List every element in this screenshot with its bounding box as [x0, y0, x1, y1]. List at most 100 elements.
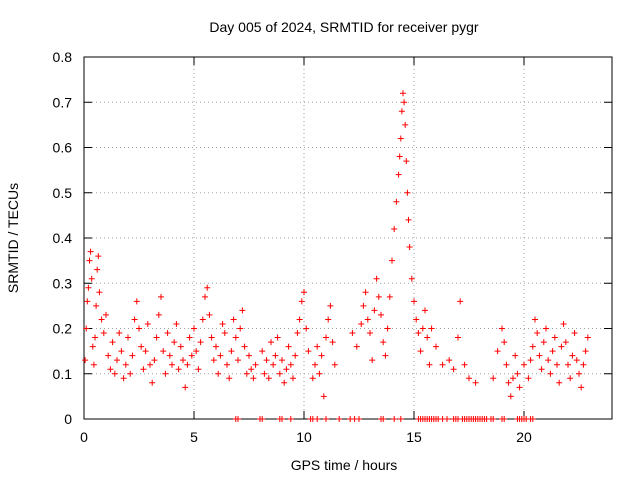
data-point — [151, 357, 158, 364]
data-point — [571, 330, 578, 337]
data-point — [428, 325, 435, 332]
data-point — [380, 339, 387, 346]
data-point — [404, 189, 411, 196]
data-point — [411, 298, 417, 305]
data-point — [248, 366, 255, 373]
data-point — [162, 370, 169, 377]
data-point — [272, 352, 279, 359]
data-point — [95, 253, 102, 260]
data-point — [419, 325, 426, 332]
data-point — [232, 334, 239, 341]
data-point — [133, 298, 140, 305]
data-point — [100, 330, 107, 337]
data-point — [424, 334, 431, 341]
data-point — [184, 361, 191, 368]
data-point — [166, 352, 173, 359]
data-point — [516, 384, 523, 391]
data-point — [417, 348, 424, 355]
data-point — [301, 289, 307, 296]
data-point — [569, 352, 576, 359]
data-point — [206, 311, 213, 318]
data-point — [312, 361, 318, 368]
data-point — [208, 334, 215, 341]
data-point — [120, 375, 127, 382]
y-tick-label: 0.7 — [53, 94, 73, 110]
data-point — [384, 325, 391, 332]
data-point — [396, 153, 403, 160]
data-point — [545, 357, 552, 364]
data-point — [96, 289, 103, 296]
data-point — [309, 375, 316, 382]
data-point — [549, 348, 556, 355]
y-tick-label: 0 — [64, 411, 72, 427]
data-point — [129, 352, 136, 359]
data-point — [105, 352, 112, 359]
data-point — [136, 325, 142, 332]
data-point — [259, 348, 266, 355]
data-point — [276, 370, 283, 377]
data-point — [356, 416, 362, 422]
data-point — [369, 357, 376, 364]
data-point — [235, 357, 241, 364]
data-point — [551, 334, 558, 341]
data-point — [408, 275, 415, 282]
data-point — [283, 366, 290, 373]
data-point — [503, 361, 510, 368]
data-point — [153, 334, 160, 341]
data-point — [98, 316, 105, 323]
data-point — [274, 334, 281, 341]
data-point — [171, 339, 178, 346]
data-point — [318, 352, 325, 359]
data-point — [573, 357, 580, 364]
data-point — [93, 302, 100, 309]
data-point — [405, 216, 412, 223]
data-point — [103, 311, 109, 318]
data-point — [158, 293, 164, 300]
data-point — [138, 343, 145, 350]
data-point — [246, 352, 252, 359]
y-tick-label: 0.2 — [53, 321, 73, 337]
data-point — [325, 316, 332, 323]
data-point — [268, 339, 274, 346]
data-point — [202, 293, 208, 300]
data-point — [536, 352, 543, 359]
data-point — [331, 361, 338, 368]
data-point — [472, 379, 479, 386]
data-point — [296, 316, 303, 323]
data-point — [389, 257, 395, 264]
data-point — [527, 357, 534, 364]
data-point — [87, 248, 94, 255]
data-point — [114, 357, 120, 364]
data-point — [529, 416, 536, 422]
data-point — [175, 366, 182, 373]
data-point — [584, 334, 591, 341]
data-point — [219, 320, 226, 327]
data-point — [287, 416, 294, 422]
data-point — [349, 330, 356, 337]
data-point — [455, 334, 461, 341]
data-point — [294, 330, 301, 337]
data-point — [82, 357, 89, 364]
data-point — [90, 361, 97, 368]
data-point — [94, 266, 101, 273]
data-point — [507, 393, 514, 400]
data-point — [386, 293, 393, 300]
data-point — [499, 325, 505, 332]
data-point — [364, 316, 371, 323]
data-point — [490, 375, 497, 382]
data-point — [538, 366, 545, 373]
x-tick-label: 5 — [190, 429, 198, 445]
data-point — [279, 416, 285, 422]
data-point — [250, 375, 257, 382]
data-point — [314, 416, 321, 422]
data-point — [193, 348, 200, 355]
y-tick-label: 0.5 — [53, 185, 73, 201]
data-point — [422, 307, 428, 314]
data-point — [562, 339, 569, 346]
x-tick-label: 0 — [80, 429, 88, 445]
data-point — [217, 352, 224, 359]
y-tick-label: 0.4 — [53, 230, 73, 246]
data-point — [556, 379, 563, 386]
data-point — [540, 339, 547, 346]
data-point — [270, 361, 277, 368]
